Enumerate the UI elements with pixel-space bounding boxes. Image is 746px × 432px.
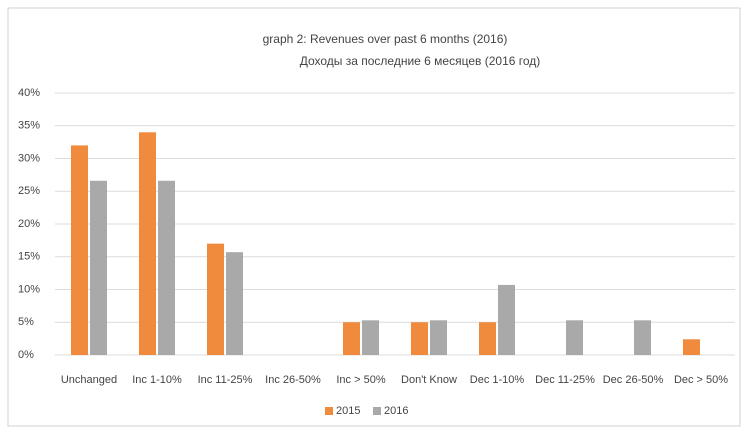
bar xyxy=(566,320,583,355)
y-tick-label: 30% xyxy=(18,152,40,164)
x-tick-label: Dec 11-25% xyxy=(535,374,595,386)
bar xyxy=(411,322,428,355)
bar xyxy=(158,180,175,355)
x-tick-label: Dec 1-10% xyxy=(470,374,525,386)
y-tick-label: 5% xyxy=(18,316,34,328)
bar xyxy=(343,322,360,355)
bar xyxy=(479,322,496,355)
bar xyxy=(634,320,651,355)
x-tick-label: Don't Know xyxy=(401,374,457,386)
bar xyxy=(430,320,447,355)
bar xyxy=(207,243,224,355)
x-tick-label: Inc > 50% xyxy=(336,374,385,386)
bar xyxy=(498,284,515,355)
legend-label: 2016 xyxy=(384,405,408,417)
y-tick-label: 20% xyxy=(18,218,40,230)
y-tick-label: 35% xyxy=(18,120,40,132)
chart-frame xyxy=(7,7,741,427)
x-tick-label: Dec 26-50% xyxy=(603,374,664,386)
chart-subtitle: Доходы за последние 6 месяцев (2016 год) xyxy=(300,54,541,68)
x-tick-label: Dec > 50% xyxy=(674,374,728,386)
x-tick-label: Inc 1-10% xyxy=(132,374,182,386)
bar xyxy=(139,132,156,355)
x-tick-label: Inc 11-25% xyxy=(198,374,253,386)
y-tick-label: 40% xyxy=(18,87,40,99)
bar xyxy=(362,320,379,355)
y-tick-label: 25% xyxy=(18,185,40,197)
y-tick-label: 10% xyxy=(18,283,40,295)
bar xyxy=(226,252,243,355)
legend-swatch xyxy=(325,407,333,415)
y-tick-label: 0% xyxy=(18,349,34,361)
x-tick-label: Inc 26-50% xyxy=(265,374,321,386)
bar xyxy=(90,180,107,355)
bar xyxy=(683,339,700,355)
legend-swatch xyxy=(373,407,381,415)
legend-label: 2015 xyxy=(336,405,360,417)
x-tick-label: Unchanged xyxy=(61,374,117,386)
y-tick-label: 15% xyxy=(18,251,40,263)
chart-title: graph 2: Revenues over past 6 months (20… xyxy=(263,32,508,46)
bar xyxy=(71,145,88,355)
